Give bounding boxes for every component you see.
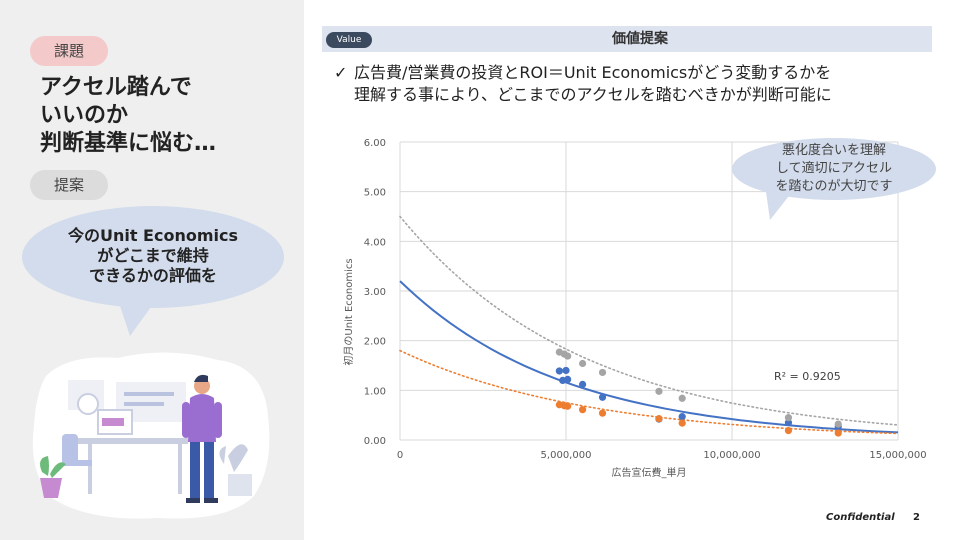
proposal-bubble-text: 今のUnit Economics がどこまで維持 できるかの評価を (22, 226, 284, 286)
data-point-series-2 (784, 414, 793, 422)
data-point-series-3 (834, 429, 842, 437)
trendline-series-3 (399, 349, 899, 435)
proposal-speech-bubble (22, 206, 284, 308)
issue-heading-line: アクセル踏んで (40, 75, 192, 100)
note-line: して適切にアクセル (776, 161, 892, 176)
description-line-1: 広告費/営業費の投資とROI＝Unit Economicsがどう変動するかを (354, 63, 832, 82)
y-tick-label: 4.00 (364, 237, 386, 248)
note-text: 悪化度合いを理解 して適切にアクセル を踏むのが大切です (742, 142, 926, 196)
x-tick-label: 15,000,000 (869, 450, 926, 461)
data-point-series-3 (655, 415, 663, 423)
data-point-series-3 (678, 419, 686, 427)
chart-points (555, 348, 842, 437)
y-tick-label: 6.00 (364, 138, 386, 149)
proposal-bubble-tail (118, 300, 156, 336)
data-point-series-1 (579, 380, 587, 388)
data-point-series-2 (598, 368, 607, 377)
note-line: 悪化度合いを理解 (781, 143, 886, 158)
proposal-line: できるかの評価を (89, 266, 217, 285)
unit-economics-chart: 0.00 1.00 2.00 3.00 4.00 5.00 6.00 0 5,000,000 1… (342, 138, 927, 479)
data-point-series-1 (678, 413, 686, 421)
proposal-tag: 提案 (30, 170, 108, 200)
issue-heading-line: いいのか (40, 103, 129, 128)
monitor-screen-content (102, 418, 124, 426)
y-tick-label: 3.00 (364, 287, 386, 298)
note-line: を踏むのが大切です (775, 179, 893, 194)
wall-chart-bar (124, 402, 164, 406)
desk-leg (178, 444, 182, 494)
chart-x-ticks: 0 5,000,000 10,000,000 15,000,000 (397, 450, 927, 461)
plant-right-pot (228, 474, 252, 496)
x-tick-label: 10,000,000 (703, 450, 760, 461)
data-point-series-1 (784, 419, 793, 427)
data-point-series-2 (834, 420, 842, 428)
data-point-series-2 (678, 394, 686, 402)
wall-chart-bar (124, 392, 174, 396)
person-arm (182, 402, 190, 438)
data-point-series-3 (564, 402, 572, 410)
y-tick-label: 0.00 (364, 436, 386, 447)
chart-r-squared-annotation: R² = 0.9205 (774, 370, 841, 383)
plant-pot (40, 478, 62, 498)
x-tick-label: 5,000,000 (541, 450, 592, 461)
person-arm (214, 402, 222, 438)
trendline-series-1 (399, 280, 899, 434)
data-point-series-1 (564, 375, 572, 384)
data-point-series-1 (562, 366, 570, 375)
chart-x-axis-label: 広告宣伝費_単月 (612, 466, 687, 479)
note-speech-bubble (732, 138, 936, 200)
person-leg (190, 442, 200, 498)
chair (62, 434, 78, 464)
data-point-series-2 (564, 352, 572, 360)
person-leg (204, 442, 214, 498)
data-point-series-1 (555, 367, 563, 375)
value-pill: Value (326, 32, 372, 48)
chart-trendlines (399, 215, 899, 435)
chart-y-axis-label: 初月のUnit Economics (342, 258, 355, 365)
desk-leg (88, 444, 92, 494)
value-description: ✓ 広告費/営業費の投資とROI＝Unit Economicsがどう変動するかを … (334, 62, 934, 106)
data-point-series-3 (784, 426, 793, 435)
office-illustration (32, 352, 270, 519)
description-line-2: 理解する事により、どこまでのアクセルを踏むべきかが判断可能に (354, 85, 832, 104)
check-icon: ✓ (334, 63, 348, 82)
data-point-series-2 (655, 387, 663, 395)
y-tick-label: 2.00 (364, 337, 386, 348)
data-point-series-3 (579, 406, 587, 414)
issue-heading: アクセル踏んで いいのか 判断基準に悩む… (40, 74, 290, 158)
proposal-line: がどこまで維持 (97, 246, 209, 265)
y-tick-label: 1.00 (364, 386, 386, 397)
plant-left-icon (40, 456, 66, 478)
issue-tag: 課題 (30, 36, 108, 66)
confidential-label: Confidential (826, 512, 895, 523)
chair-seat (62, 460, 92, 466)
note-bubble-tail (766, 192, 792, 220)
issue-heading-line: 判断基準に悩む… (40, 131, 217, 156)
proposal-line: 今のUnit Economics (67, 226, 239, 245)
y-tick-label: 5.00 (364, 188, 386, 199)
description-line: ✓ 広告費/営業費の投資とROI＝Unit Economicsがどう変動するかを (334, 62, 934, 84)
page-number: 2 (913, 512, 920, 523)
chart-grid (399, 141, 899, 441)
plant-right-icon (219, 444, 248, 472)
person-body (188, 394, 216, 442)
desk (78, 438, 188, 444)
data-point-series-1 (598, 393, 607, 401)
data-point-series-2 (579, 359, 587, 368)
x-tick-label: 0 (397, 450, 403, 461)
person-hair (194, 374, 208, 382)
person-shoe (186, 498, 200, 503)
value-header-bar (322, 26, 932, 52)
chart-y-ticks: 0.00 1.00 2.00 3.00 4.00 5.00 6.00 (364, 138, 386, 447)
data-point-series-3 (598, 409, 607, 417)
person-shoe (204, 498, 218, 503)
trendline-series-2 (399, 215, 899, 426)
value-title: 価値提案 (612, 31, 668, 47)
wall-clock-icon (77, 393, 99, 415)
